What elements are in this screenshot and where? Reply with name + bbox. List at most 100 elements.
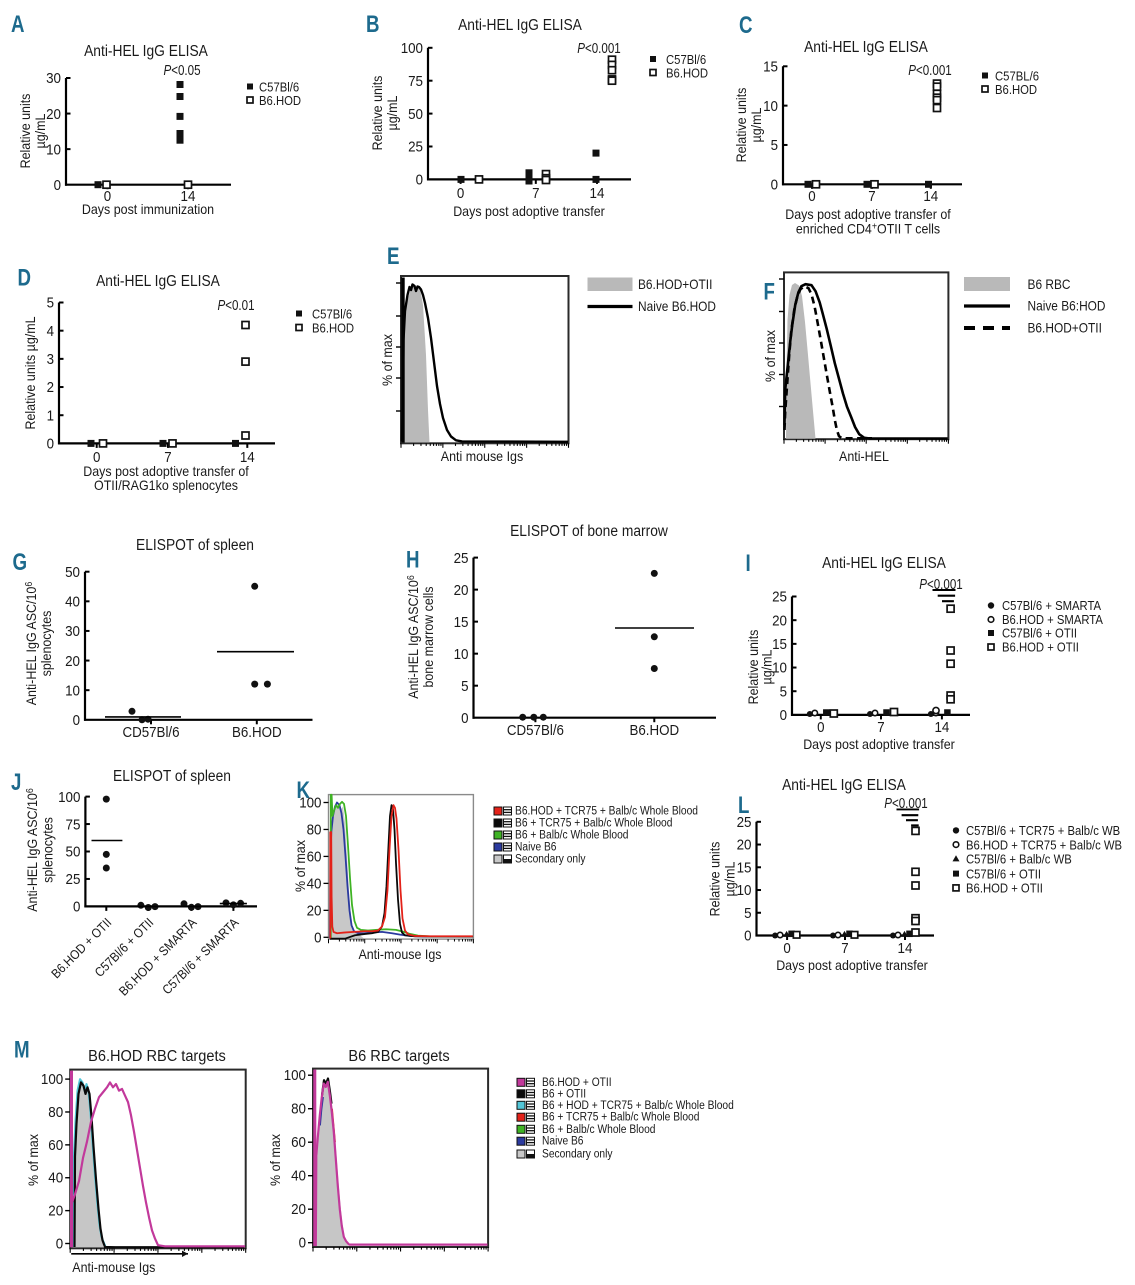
svg-text:Relative units: Relative units: [17, 94, 33, 169]
svg-text:B6.HOD + TCR75 + Balb/c WB: B6.HOD + TCR75 + Balb/c WB: [966, 838, 1122, 852]
svg-text:Naive B6.HOD: Naive B6.HOD: [638, 298, 716, 314]
svg-text:20: 20: [46, 106, 61, 123]
svg-text:Anti-HEL IgG ELISA: Anti-HEL IgG ELISA: [782, 777, 906, 794]
svg-text:25: 25: [772, 589, 787, 606]
svg-text:7: 7: [877, 719, 884, 736]
svg-text:OTII/RAG1ko splenocytes: OTII/RAG1ko splenocytes: [94, 477, 238, 493]
svg-text:P<0.001: P<0.001: [908, 63, 952, 79]
svg-text:5: 5: [47, 295, 54, 312]
svg-text:0: 0: [780, 707, 787, 724]
svg-text:Anti-HEL IgG ELISA: Anti-HEL IgG ELISA: [84, 43, 208, 60]
svg-text:0: 0: [104, 188, 111, 205]
svg-text:µg/mL: µg/mL: [722, 861, 738, 896]
svg-text:Days post adoptive transfer: Days post adoptive transfer: [453, 203, 605, 219]
svg-text:20: 20: [65, 653, 80, 670]
svg-text:2: 2: [47, 379, 54, 396]
svg-text:µg/mL: µg/mL: [32, 113, 48, 148]
svg-text:B6.HOD + OTII: B6.HOD + OTII: [966, 882, 1043, 896]
svg-text:75: 75: [66, 816, 81, 833]
svg-text:14: 14: [181, 188, 196, 205]
svg-text:B6 RBC: B6 RBC: [1028, 276, 1071, 292]
svg-text:0: 0: [744, 928, 751, 945]
svg-text:10: 10: [46, 141, 61, 158]
svg-text:5: 5: [461, 678, 468, 695]
svg-text:C57Bl/6 + SMARTA: C57Bl/6 + SMARTA: [1002, 599, 1102, 613]
svg-text:P<0.001: P<0.001: [919, 577, 963, 593]
svg-text:D: D: [18, 265, 32, 292]
svg-text:B: B: [366, 11, 380, 38]
svg-text:P<0.001: P<0.001: [884, 796, 928, 812]
svg-text:0: 0: [54, 177, 61, 194]
svg-text:40: 40: [307, 875, 322, 892]
svg-text:B6 + Balb/c Whole Blood: B6 + Balb/c Whole Blood: [542, 1124, 656, 1136]
svg-text:Anti-HEL: Anti-HEL: [839, 448, 889, 464]
svg-text:Days post adoptive transfer: Days post adoptive transfer: [776, 957, 928, 973]
svg-text:C57BL/6: C57BL/6: [995, 70, 1039, 84]
svg-text:K: K: [297, 777, 311, 804]
svg-text:C: C: [739, 12, 753, 39]
svg-text:5: 5: [780, 683, 787, 700]
svg-text:10: 10: [65, 682, 80, 699]
svg-text:15: 15: [737, 859, 752, 876]
svg-text:B6.HOD + TCR75 + Balb/c Whole: B6.HOD + TCR75 + Balb/c Whole Blood: [515, 806, 698, 818]
svg-text:0: 0: [299, 1235, 306, 1252]
svg-text:5: 5: [744, 905, 751, 922]
svg-text:80: 80: [291, 1101, 306, 1118]
svg-text:B6 + HOD + TCR75 + Balb/c Whol: B6 + HOD + TCR75 + Balb/c Whole Blood: [542, 1100, 734, 1112]
svg-text:10: 10: [763, 98, 778, 115]
svg-text:B6 RBC targets: B6 RBC targets: [348, 1048, 450, 1065]
svg-text:B6 + OTII: B6 + OTII: [542, 1088, 586, 1100]
svg-text:0: 0: [817, 719, 824, 736]
svg-text:B6 + Balb/c Whole Blood: B6 + Balb/c Whole Blood: [515, 830, 629, 842]
svg-text:0: 0: [783, 940, 790, 957]
svg-text:60: 60: [291, 1134, 306, 1151]
svg-text:50: 50: [66, 844, 81, 861]
svg-text:splenocytes: splenocytes: [40, 817, 56, 883]
svg-text:25: 25: [737, 814, 752, 831]
svg-text:7: 7: [532, 185, 539, 202]
svg-text:B6.HOD: B6.HOD: [232, 724, 282, 741]
svg-text:0: 0: [314, 929, 321, 946]
svg-text:Relative units: Relative units: [745, 630, 761, 705]
svg-text:100: 100: [284, 1067, 306, 1084]
svg-text:80: 80: [48, 1104, 63, 1121]
svg-text:100: 100: [58, 789, 80, 806]
svg-text:B6.HOD: B6.HOD: [629, 722, 679, 739]
svg-text:G: G: [13, 549, 28, 576]
svg-text:P<0.01: P<0.01: [217, 298, 254, 314]
svg-text:enriched CD4+OTII T cells: enriched CD4+OTII T cells: [796, 221, 940, 237]
svg-text:CD57Bl/6: CD57Bl/6: [122, 724, 179, 741]
svg-text:Secondary only: Secondary only: [542, 1149, 613, 1161]
svg-text:0: 0: [93, 449, 100, 466]
svg-text:0: 0: [461, 710, 468, 727]
svg-text:0: 0: [56, 1236, 63, 1253]
svg-text:10: 10: [772, 660, 787, 677]
svg-text:ELISPOT of spleen: ELISPOT of spleen: [113, 768, 231, 785]
svg-text:14: 14: [923, 188, 938, 205]
svg-text:CD57Bl/6: CD57Bl/6: [507, 722, 564, 739]
svg-text:30: 30: [65, 623, 80, 640]
svg-text:splenocytes: splenocytes: [38, 611, 54, 677]
svg-text:F: F: [764, 279, 775, 306]
svg-text:10: 10: [454, 646, 469, 663]
svg-text:7: 7: [841, 940, 848, 957]
svg-text:B6.HOD: B6.HOD: [259, 94, 301, 108]
svg-text:A: A: [11, 11, 25, 38]
svg-text:B6.HOD + OTII: B6.HOD + OTII: [542, 1077, 612, 1089]
svg-text:µg/mL: µg/mL: [384, 95, 400, 130]
svg-text:M: M: [14, 1037, 30, 1064]
svg-text:14: 14: [934, 719, 949, 736]
svg-text:40: 40: [65, 594, 80, 611]
svg-text:C57Bl/6 + Balb/c WB: C57Bl/6 + Balb/c WB: [966, 853, 1072, 867]
svg-text:14: 14: [240, 449, 255, 466]
svg-text:ELISPOT of bone marrow: ELISPOT of bone marrow: [510, 523, 669, 540]
svg-text:C57Bl/6 + OTII: C57Bl/6 + OTII: [966, 867, 1041, 881]
svg-text:% of max: % of max: [292, 840, 308, 892]
svg-text:50: 50: [65, 564, 80, 581]
svg-text:15: 15: [454, 614, 469, 631]
svg-text:20: 20: [291, 1201, 306, 1218]
svg-text:Relative units: Relative units: [369, 76, 385, 151]
svg-text:75: 75: [408, 73, 423, 90]
svg-text:4: 4: [47, 323, 54, 340]
svg-text:100: 100: [299, 795, 321, 812]
